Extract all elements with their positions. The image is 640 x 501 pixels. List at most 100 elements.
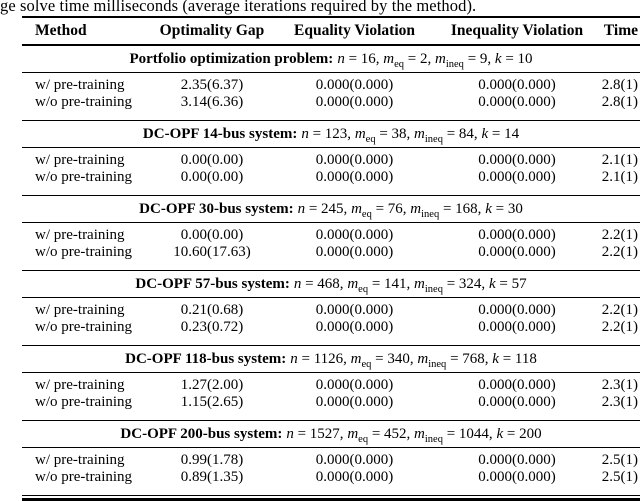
math-var: n xyxy=(290,351,298,367)
time-cell: 2.5(1) xyxy=(601,469,638,485)
section-header-portfolio: Portfolio optimization problem: n = 16, m… xyxy=(22,46,640,73)
math-var: n xyxy=(286,426,294,442)
math-var: n xyxy=(297,201,306,217)
math-subscript: eq xyxy=(358,284,369,295)
section-params: n = 468, meq = 141, mineq = 324, k = 57 xyxy=(294,276,527,295)
time-cell: 2.5(1) xyxy=(601,452,638,468)
equality-violation-cell: 0.000(0.000) xyxy=(315,152,394,168)
section-title: DC-OPF 200-bus system: xyxy=(120,426,283,442)
optimality-gap-cell: 3.14(6.36) xyxy=(180,94,244,110)
section-rows: w/ pre-training 0.00(0.00) 0.000(0.000) … xyxy=(22,148,640,196)
time-cell: 2.8(1) xyxy=(601,77,638,93)
equality-violation-cell: 0.000(0.000) xyxy=(315,227,394,243)
math-rest: = 76, xyxy=(371,201,411,217)
equality-violation-cell: 0.000(0.000) xyxy=(315,377,394,393)
math-rest: = 16, xyxy=(344,51,384,67)
math-subscript: ineq xyxy=(424,284,443,295)
section-params: n = 1527, meq = 452, mineq = 1044, k = 2… xyxy=(286,426,541,445)
inequality-violation-cell: 0.000(0.000) xyxy=(478,452,556,468)
math-var: n xyxy=(337,51,345,67)
equality-violation-cell: 0.000(0.000) xyxy=(315,244,394,260)
math-rest: = 452, xyxy=(368,426,415,442)
time-cell: 2.8(1) xyxy=(601,94,638,110)
math-rest: = 1126, xyxy=(297,351,351,367)
inequality-violation-cell: 0.000(0.000) xyxy=(478,77,556,93)
math-rest: = 468, xyxy=(301,276,348,292)
method-cell: w/o pre-training xyxy=(35,469,133,485)
inequality-violation-cell: 0.000(0.000) xyxy=(478,244,556,260)
section-params: n = 1126, meq = 340, mineq = 768, k = 11… xyxy=(290,351,537,370)
math-var: m xyxy=(417,351,429,367)
section-params: n = 123, meq = 38, mineq = 84, k = 14 xyxy=(301,126,519,145)
column-header-method: Method xyxy=(35,22,87,39)
time-cell: 2.3(1) xyxy=(601,394,638,410)
math-subscript: eq xyxy=(394,59,405,70)
math-rest: = 84, xyxy=(442,126,482,142)
table-bottom-rule xyxy=(22,498,640,501)
equality-violation-cell: 0.000(0.000) xyxy=(315,452,394,468)
math-var: m xyxy=(350,351,362,367)
column-header-inequality-violation: Inequality Violation xyxy=(450,22,584,39)
math-rest: = 340, xyxy=(371,351,418,367)
inequality-violation-cell: 0.000(0.000) xyxy=(478,94,556,110)
optimality-gap-cell: 0.00(0.00) xyxy=(180,169,244,185)
optimality-gap-cell: 10.60(17.63) xyxy=(173,244,251,260)
math-var: k xyxy=(488,276,496,292)
math-rest: = 30 xyxy=(491,201,523,217)
math-var: m xyxy=(383,51,395,67)
math-subscript: ineq xyxy=(421,209,440,220)
section-header-118bus: DC-OPF 118-bus system: n = 1126, meq = 34… xyxy=(22,346,640,373)
method-cell: w/ pre-training xyxy=(35,227,125,243)
equality-violation-cell: 0.000(0.000) xyxy=(315,394,394,410)
inequality-violation-cell: 0.000(0.000) xyxy=(478,152,556,168)
results-table: Method Optimality Gap Equality Violation… xyxy=(22,16,640,501)
method-cell: w/ pre-training xyxy=(35,302,125,318)
math-rest: = 324, xyxy=(442,276,489,292)
table-row: w/ pre-training 2.35(6.37) 0.000(0.000) … xyxy=(22,77,640,94)
section-rows: w/ pre-training 1.27(2.00) 0.000(0.000) … xyxy=(22,373,640,421)
inequality-violation-cell: 0.000(0.000) xyxy=(478,319,556,335)
table-row: w/o pre-training 0.00(0.00) 0.000(0.000)… xyxy=(22,169,640,186)
math-subscript: eq xyxy=(361,209,372,220)
section-header-57bus: DC-OPF 57-bus system: n = 468, meq = 141,… xyxy=(22,271,640,298)
table-row: w/o pre-training 0.23(0.72) 0.000(0.000)… xyxy=(22,319,640,336)
math-rest: = 57 xyxy=(495,276,527,292)
math-rest: = 2, xyxy=(404,51,436,67)
optimality-gap-cell: 1.15(2.65) xyxy=(180,394,244,410)
section-rows: w/ pre-training 0.00(0.00) 0.000(0.000) … xyxy=(22,223,640,271)
math-subscript: eq xyxy=(365,134,376,145)
section-header-14bus: DC-OPF 14-bus system: n = 123, meq = 38, … xyxy=(22,121,640,148)
inequality-violation-cell: 0.000(0.000) xyxy=(478,469,556,485)
math-subscript: ineq xyxy=(424,434,443,445)
table-row: w/ pre-training 0.00(0.00) 0.000(0.000) … xyxy=(22,152,640,169)
inequality-violation-cell: 0.000(0.000) xyxy=(478,394,556,410)
math-var: m xyxy=(354,126,366,142)
column-header-time: Time xyxy=(603,22,638,39)
equality-violation-cell: 0.000(0.000) xyxy=(315,94,394,110)
math-rest: = 10 xyxy=(501,51,533,67)
optimality-gap-cell: 2.35(6.37) xyxy=(180,77,244,93)
inequality-violation-cell: 0.000(0.000) xyxy=(478,377,556,393)
section-title: DC-OPF 14-bus system: xyxy=(142,126,298,142)
section-rows: w/ pre-training 0.99(1.78) 0.000(0.000) … xyxy=(22,448,640,496)
math-rest: = 168, xyxy=(439,201,486,217)
optimality-gap-cell: 0.99(1.78) xyxy=(180,452,244,468)
section-params: n = 16, meq = 2, mineq = 9, k = 10 xyxy=(337,51,533,70)
time-cell: 2.2(1) xyxy=(601,319,638,335)
equality-violation-cell: 0.000(0.000) xyxy=(315,77,394,93)
method-cell: w/o pre-training xyxy=(35,319,133,335)
equality-violation-cell: 0.000(0.000) xyxy=(315,302,394,318)
math-var: m xyxy=(410,201,422,217)
math-rest: = 38, xyxy=(375,126,415,142)
method-cell: w/ pre-training xyxy=(35,77,125,93)
section-title: DC-OPF 30-bus system: xyxy=(139,201,294,217)
table-row: w/ pre-training 0.21(0.68) 0.000(0.000) … xyxy=(22,302,640,319)
math-rest: = 118 xyxy=(498,351,537,367)
inequality-violation-cell: 0.000(0.000) xyxy=(478,302,556,318)
math-subscript: eq xyxy=(358,434,369,445)
time-cell: 2.1(1) xyxy=(601,152,638,168)
time-cell: 2.2(1) xyxy=(601,244,638,260)
math-rest: = 141, xyxy=(368,276,415,292)
math-var: m xyxy=(435,51,446,67)
table-row: w/o pre-training 3.14(6.36) 0.000(0.000)… xyxy=(22,94,640,111)
